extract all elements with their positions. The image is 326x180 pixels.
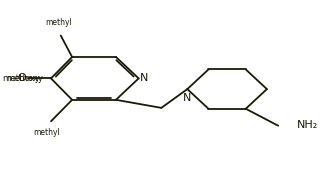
Text: methyl: methyl (33, 128, 60, 137)
Text: N: N (140, 73, 149, 83)
Text: methoxy: methoxy (7, 74, 43, 83)
Text: O: O (17, 73, 26, 83)
Text: N: N (183, 93, 192, 103)
Text: NH₂: NH₂ (297, 120, 318, 130)
Text: methoxy: methoxy (2, 74, 40, 83)
Text: methyl: methyl (46, 19, 72, 28)
